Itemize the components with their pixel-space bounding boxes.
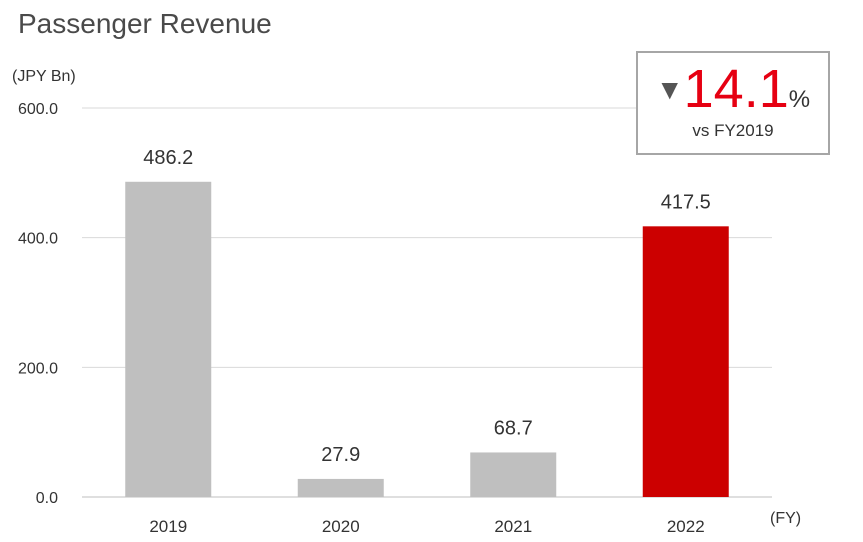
x-tick-label: 2021 [494,517,532,536]
bar [470,452,557,497]
y-axis-unit-label: (JPY Bn) [12,68,76,85]
x-tick-label: 2019 [149,517,187,536]
change-percent-value: 14.1 [683,59,789,119]
y-tick-label: 0.0 [36,490,58,507]
x-tick-label: 2022 [667,517,705,536]
y-tick-label: 200.0 [18,360,58,377]
bar-value-label: 68.7 [494,417,533,439]
percent-sign: % [788,86,811,113]
bar-value-label: 27.9 [321,444,360,466]
bar [642,226,729,497]
bar [297,478,384,497]
bar-value-label: 417.5 [661,191,711,213]
y-tick-label: 400.0 [18,231,58,248]
change-callout: ▼14.1% vs FY2019 [636,51,830,155]
chart-title: Passenger Revenue [18,8,272,39]
x-axis-unit-label: (FY) [770,510,802,527]
bar-value-label: 486.2 [143,147,193,169]
comparison-text: vs FY2019 [692,121,774,140]
bar [125,181,212,497]
x-tick-label: 2020 [322,517,360,536]
down-triangle-icon: ▼ [655,74,684,105]
y-tick-label: 600.0 [18,101,58,118]
